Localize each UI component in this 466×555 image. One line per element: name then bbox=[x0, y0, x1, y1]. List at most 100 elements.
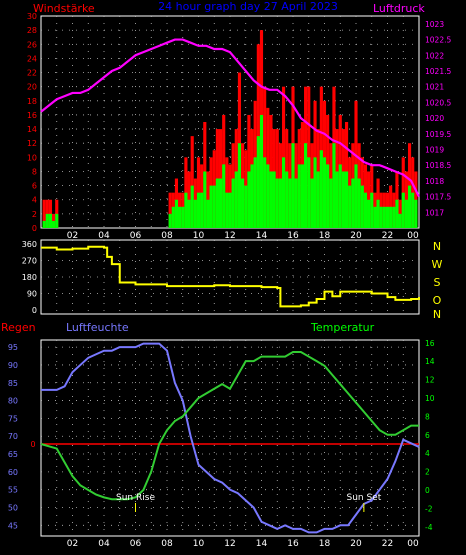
wind-y-tick-label: 8 bbox=[32, 167, 37, 176]
average-wind-bar bbox=[288, 178, 292, 228]
compass-label-s: S bbox=[434, 276, 441, 289]
average-wind-bar bbox=[379, 206, 383, 228]
average-wind-bar bbox=[231, 178, 235, 228]
pressure-y-tick-label: 1017 bbox=[425, 208, 444, 217]
average-wind-bar bbox=[319, 150, 323, 228]
average-wind-bar bbox=[373, 206, 377, 228]
average-wind-bar bbox=[168, 213, 172, 228]
average-wind-bar bbox=[332, 143, 336, 228]
average-wind-bar bbox=[285, 171, 289, 228]
sunset-annotation: Sun Set bbox=[346, 493, 381, 503]
x-tick-label: 02 bbox=[67, 539, 78, 549]
pressure-y-tick-label: 1019 bbox=[425, 145, 444, 154]
humidity-temperature-lines bbox=[40, 342, 420, 534]
gust-bar bbox=[411, 157, 415, 228]
sunrise-annotation: Sun Rise bbox=[116, 493, 155, 503]
average-wind-bar bbox=[275, 178, 279, 228]
temperature-y-tick-label: 16 bbox=[425, 339, 435, 348]
wind-y-tick-label: 30 bbox=[27, 12, 37, 21]
wind-direction-axes: 0 90 180 270 360 bbox=[22, 240, 37, 315]
humidity-y-tick-label: 90 bbox=[8, 361, 18, 370]
average-wind-bar bbox=[253, 157, 257, 228]
average-wind-bar bbox=[250, 164, 254, 228]
pressure-y-tick-label: 1021.5 bbox=[425, 67, 451, 76]
average-wind-bar bbox=[341, 171, 345, 228]
average-wind-bar bbox=[322, 157, 327, 228]
temperature-y-tick-label: 4 bbox=[425, 449, 430, 458]
pressure-y-tick-label: 1020.5 bbox=[425, 98, 451, 107]
pressure-y-tick-label: 1018.5 bbox=[425, 161, 451, 170]
average-wind-bar bbox=[357, 178, 361, 228]
x-tick-label: 20 bbox=[350, 539, 362, 549]
compass-label-w: W bbox=[432, 258, 443, 271]
x-tick-label: 20 bbox=[350, 231, 362, 241]
x-tick-label: 18 bbox=[319, 231, 331, 241]
average-wind-bar bbox=[392, 206, 396, 228]
pressure-y-tick-label: 1023 bbox=[425, 20, 444, 29]
wind-direction-line-group bbox=[41, 245, 420, 308]
average-wind-bar bbox=[48, 213, 53, 228]
wind-y-tick-label: 26 bbox=[27, 40, 37, 49]
average-wind-bar bbox=[300, 164, 305, 228]
average-wind-bar bbox=[200, 192, 204, 228]
compass-label-n-top: N bbox=[433, 240, 441, 253]
average-wind-bar bbox=[351, 178, 355, 228]
average-wind-bar bbox=[310, 178, 314, 228]
pressure-y-tick-label: 1017.5 bbox=[425, 193, 451, 202]
average-wind-bar bbox=[196, 192, 201, 228]
direction-y-tick-label: 270 bbox=[22, 257, 37, 266]
average-wind-bar bbox=[382, 206, 386, 228]
wind-y-tick-label: 16 bbox=[27, 111, 37, 120]
average-wind-bar bbox=[42, 220, 46, 228]
x-tick-label: 08 bbox=[161, 539, 173, 549]
x-tick-label: 18 bbox=[319, 539, 331, 549]
average-wind-bar bbox=[335, 171, 339, 228]
temperature-y-tick-label: 8 bbox=[425, 412, 430, 421]
average-wind-bar bbox=[385, 206, 390, 228]
pressure-line bbox=[40, 38, 420, 198]
wind-direction-line bbox=[41, 245, 420, 308]
average-wind-bar bbox=[272, 171, 276, 228]
average-wind-bar bbox=[269, 171, 273, 228]
average-wind-bar bbox=[294, 178, 298, 228]
wind-y-tick-label: 22 bbox=[27, 69, 37, 78]
x-tick-label: 00 bbox=[407, 539, 419, 549]
average-wind-bar bbox=[297, 164, 301, 228]
wind-y-tick-label: 12 bbox=[27, 139, 37, 148]
average-wind-bar bbox=[209, 185, 213, 228]
humidity-y-tick-label: 95 bbox=[8, 343, 18, 352]
average-wind-bar bbox=[367, 199, 371, 228]
wind-bars bbox=[42, 30, 418, 229]
x-tick-label: 04 bbox=[98, 539, 110, 549]
temperature-y-tick-label: 2 bbox=[425, 468, 430, 477]
average-wind-bar bbox=[206, 199, 210, 228]
wind-y-tick-label: 28 bbox=[27, 26, 37, 35]
average-wind-bar bbox=[187, 199, 191, 228]
average-wind-bar bbox=[281, 157, 286, 228]
average-wind-bar bbox=[241, 178, 245, 228]
chart-title: 24 hour graph day 27 April 2023 bbox=[158, 0, 338, 13]
direction-y-tick-label: 90 bbox=[27, 290, 37, 299]
average-wind-bar bbox=[55, 213, 59, 228]
gust-bar bbox=[190, 136, 194, 228]
x-tick-label: 12 bbox=[224, 231, 235, 241]
average-wind-bar bbox=[256, 136, 260, 228]
average-wind-bar bbox=[401, 192, 405, 228]
direction-y-tick-label: 360 bbox=[22, 240, 37, 249]
humidity-y-tick-label: 45 bbox=[8, 521, 18, 530]
x-tick-label: 10 bbox=[193, 231, 205, 241]
pressure-y-tick-label: 1022 bbox=[425, 51, 444, 60]
average-wind-bar bbox=[203, 171, 207, 228]
average-wind-bar bbox=[291, 143, 295, 228]
temperature-y-tick-label: 12 bbox=[425, 376, 435, 385]
x-tick-label: 16 bbox=[287, 231, 299, 241]
x-tick-label: 08 bbox=[161, 231, 173, 241]
temperature-y-tick-label: 14 bbox=[425, 357, 435, 366]
average-wind-bar bbox=[52, 220, 56, 228]
average-wind-bar bbox=[237, 143, 242, 228]
wind-axis-title: Windstärke bbox=[33, 2, 95, 15]
wind-y-tick-label: 14 bbox=[27, 125, 37, 134]
humidity-y-tick-label: 60 bbox=[8, 468, 18, 477]
average-wind-bar bbox=[171, 206, 175, 228]
humidity-y-tick-label: 80 bbox=[8, 397, 18, 406]
